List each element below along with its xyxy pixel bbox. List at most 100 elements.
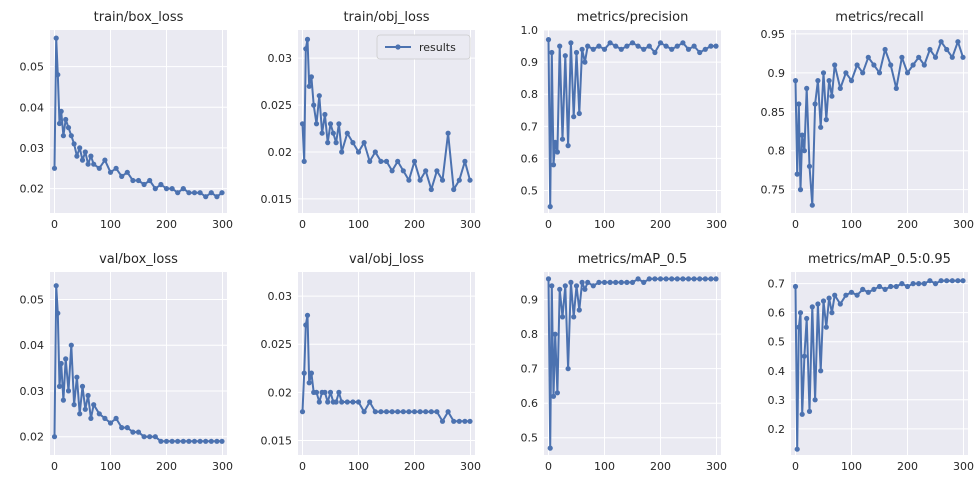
data-point bbox=[562, 53, 568, 59]
plot-area bbox=[544, 30, 721, 213]
data-point bbox=[618, 46, 624, 52]
data-point bbox=[330, 130, 336, 136]
data-point bbox=[74, 153, 80, 159]
data-point bbox=[417, 177, 423, 183]
data-point bbox=[613, 43, 619, 49]
data-point bbox=[582, 59, 588, 65]
x-tick-label: 200 bbox=[650, 460, 671, 473]
data-point bbox=[74, 374, 80, 380]
data-point bbox=[635, 276, 641, 282]
y-tick-label: 0.03 bbox=[268, 290, 293, 303]
y-tick-label: 0.2 bbox=[768, 423, 786, 436]
data-point bbox=[960, 278, 966, 284]
data-point bbox=[395, 158, 401, 164]
data-point bbox=[214, 438, 220, 444]
data-point bbox=[333, 140, 339, 146]
data-point bbox=[135, 177, 142, 184]
series-line bbox=[547, 277, 716, 450]
data-point bbox=[848, 78, 855, 84]
y-tick-label: 0.85 bbox=[761, 106, 786, 119]
subplot-title: train/obj_loss bbox=[343, 10, 429, 25]
data-point bbox=[434, 168, 440, 174]
data-point bbox=[893, 283, 899, 290]
data-point bbox=[799, 132, 805, 138]
data-point bbox=[559, 136, 566, 142]
data-point bbox=[550, 162, 557, 168]
data-point bbox=[147, 177, 153, 184]
data-point bbox=[344, 399, 350, 405]
data-point bbox=[955, 278, 961, 284]
data-point bbox=[322, 389, 328, 395]
data-point bbox=[203, 438, 209, 444]
series-line bbox=[547, 39, 716, 208]
data-point bbox=[713, 43, 719, 49]
y-tick-label: 0.5 bbox=[521, 432, 539, 445]
data-point bbox=[601, 279, 608, 285]
data-point bbox=[820, 70, 827, 76]
legend-box bbox=[376, 34, 471, 60]
data-point bbox=[674, 276, 680, 282]
data-point bbox=[299, 121, 306, 127]
data-point bbox=[818, 124, 824, 130]
data-point bbox=[904, 70, 911, 76]
legend-label: results bbox=[419, 41, 456, 54]
x-tick-label: 300 bbox=[953, 218, 974, 231]
data-point bbox=[63, 116, 69, 123]
subplot-1: train/box_loss 0 100 200 300 0.02 0.03 0.04 0.05 bbox=[20, 10, 234, 231]
data-point bbox=[860, 286, 866, 292]
data-point bbox=[96, 411, 102, 417]
data-point bbox=[306, 380, 312, 386]
y-tick-label: 0.6 bbox=[521, 152, 539, 165]
y-tick-label: 0.03 bbox=[20, 385, 45, 398]
data-point bbox=[130, 177, 136, 184]
data-point bbox=[313, 121, 320, 127]
data-point bbox=[322, 111, 328, 118]
subplot-title: metrics/recall bbox=[835, 10, 923, 25]
data-point bbox=[124, 425, 130, 431]
y-tick-label: 0.9 bbox=[521, 294, 539, 307]
y-tick-label: 0.025 bbox=[261, 99, 293, 112]
data-point bbox=[797, 187, 804, 193]
x-tick-label: 200 bbox=[404, 218, 425, 231]
data-point bbox=[657, 276, 664, 282]
data-point bbox=[186, 190, 192, 196]
data-point bbox=[417, 409, 423, 415]
data-point bbox=[344, 130, 350, 136]
data-point bbox=[299, 409, 306, 415]
subplot-8: metrics/mAP_0.5:0.95 0 100 200 300 0.2 0.3 0.4 0… bbox=[768, 252, 975, 473]
data-point bbox=[796, 101, 802, 107]
data-point bbox=[141, 181, 147, 188]
y-tick-label: 0.015 bbox=[261, 435, 293, 448]
data-point bbox=[400, 168, 406, 174]
data-point bbox=[799, 411, 805, 417]
series-line bbox=[301, 38, 471, 191]
x-tick-label: 100 bbox=[100, 460, 121, 473]
data-point bbox=[837, 301, 843, 307]
data-point bbox=[797, 310, 804, 316]
x-tick-label: 100 bbox=[594, 218, 615, 231]
data-point bbox=[801, 353, 808, 359]
data-point bbox=[646, 276, 652, 282]
data-point bbox=[406, 409, 412, 415]
data-point bbox=[832, 292, 838, 298]
data-point bbox=[180, 438, 186, 444]
data-point bbox=[219, 438, 225, 444]
data-point bbox=[702, 276, 708, 282]
data-point bbox=[663, 43, 669, 49]
data-point bbox=[367, 158, 373, 164]
data-point bbox=[552, 331, 558, 337]
data-point bbox=[333, 399, 339, 405]
data-point bbox=[91, 402, 97, 408]
plot-area bbox=[50, 30, 227, 213]
data-point bbox=[53, 35, 59, 41]
data-point bbox=[336, 121, 342, 127]
data-point bbox=[848, 289, 855, 295]
data-point bbox=[547, 204, 553, 210]
x-tick-label: 200 bbox=[156, 218, 177, 231]
data-point bbox=[932, 54, 939, 60]
data-point bbox=[910, 281, 916, 287]
data-point bbox=[316, 399, 322, 405]
data-point bbox=[316, 93, 322, 99]
data-point bbox=[806, 163, 813, 169]
